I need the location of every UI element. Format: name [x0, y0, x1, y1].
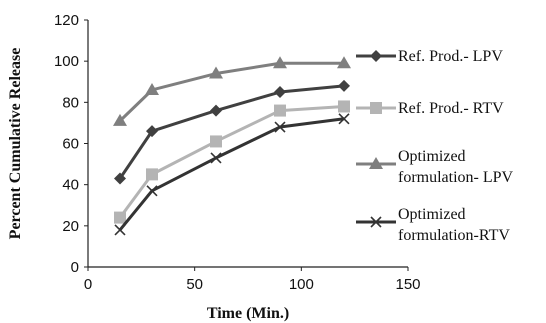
y-tick-label: 40	[62, 177, 79, 194]
legend-label: Ref. Prod.- RTV	[398, 100, 504, 117]
x-tick-label: 100	[289, 276, 314, 293]
data-point	[145, 82, 159, 95]
data-point	[337, 56, 351, 69]
data-point	[113, 113, 127, 126]
ticks: 0 20 40 60 80 100 120 0 50 100 150	[54, 12, 421, 293]
legend-label: formulation-RTV	[398, 227, 510, 244]
y-tick-label: 120	[54, 12, 79, 29]
legend-label: Optimized	[398, 206, 466, 223]
series-2	[113, 56, 351, 126]
data-point	[114, 224, 126, 236]
legend-marker	[369, 157, 383, 169]
legend-label: Optimized	[398, 148, 466, 165]
data-point	[338, 79, 350, 92]
y-tick-label: 60	[62, 136, 79, 153]
data-point	[146, 125, 158, 138]
data-point	[273, 56, 287, 69]
legend-marker	[370, 50, 382, 62]
y-tick-label: 20	[62, 218, 79, 235]
data-point	[114, 211, 126, 224]
legend-item: Ref. Prod.- RTV	[356, 100, 504, 117]
data-point	[146, 185, 158, 197]
data-point	[146, 168, 158, 181]
legend: Ref. Prod.- LPV Ref. Prod.- RTV Optimized f…	[356, 48, 514, 244]
legend-label: Ref. Prod.- LPV	[398, 48, 503, 65]
data-point	[274, 86, 286, 99]
x-tick-label: 50	[186, 276, 203, 293]
series-1	[114, 100, 350, 224]
series-0	[114, 79, 350, 185]
y-tick-label: 100	[54, 53, 79, 70]
y-tick-label: 80	[62, 94, 79, 111]
legend-marker	[370, 102, 382, 114]
y-tick-label: 0	[71, 259, 79, 276]
x-axis-title: Time (Min.)	[207, 305, 289, 322]
x-tick-label: 150	[395, 276, 420, 293]
legend-marker	[370, 216, 382, 228]
y-axis-title: Percent Cumulative Release	[7, 48, 24, 240]
data-point	[274, 121, 286, 133]
legend-item: Optimized formulation- LPV	[356, 148, 514, 186]
data-point	[209, 66, 223, 79]
data-point	[210, 135, 222, 148]
legend-item: Ref. Prod.- LPV	[356, 48, 503, 65]
data-point	[338, 100, 350, 113]
series-group	[113, 56, 351, 236]
series-3	[114, 113, 350, 236]
x-tick-label: 0	[84, 276, 92, 293]
legend-label: formulation- LPV	[398, 169, 514, 186]
data-point	[210, 104, 222, 117]
data-point	[210, 152, 222, 164]
data-point	[274, 104, 286, 117]
legend-item: Optimized formulation-RTV	[356, 206, 510, 244]
data-point	[114, 172, 126, 185]
data-point	[338, 113, 350, 125]
